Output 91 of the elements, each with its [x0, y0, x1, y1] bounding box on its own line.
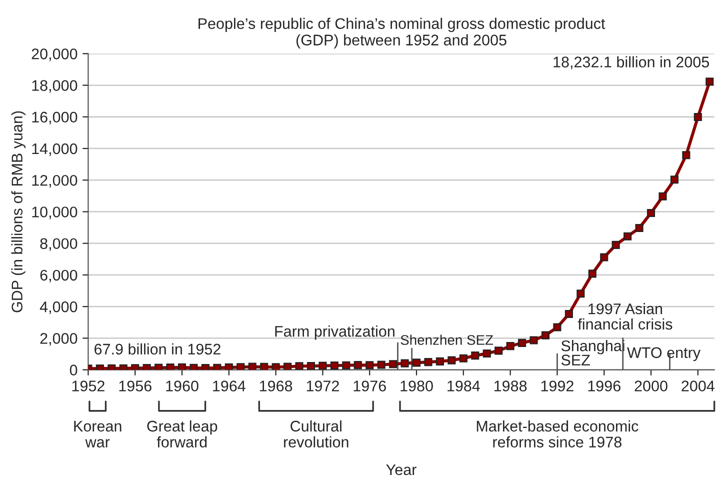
- point: [553, 323, 562, 332]
- point: [131, 364, 140, 370]
- text: Cultural revolution: [284, 420, 348, 448]
- point: [646, 208, 656, 218]
- ref-line-label: 1997 Asian financial crisis: [578, 303, 672, 330]
- text: Korean war: [74, 420, 122, 448]
- x-tick-label: 1968: [260, 380, 292, 392]
- y-tick-label: 4,000: [40, 301, 78, 314]
- point: [530, 336, 538, 344]
- x-tick-label: 2004: [682, 380, 714, 392]
- point: [354, 361, 362, 370]
- x-tick-label: 2000: [634, 380, 668, 392]
- point: [471, 352, 480, 360]
- point: [694, 113, 702, 122]
- point: [459, 354, 468, 362]
- point: [342, 361, 350, 370]
- y-tick-label: 6,000: [40, 270, 78, 282]
- annotation: 18,232.1 billion in 2005: [554, 56, 710, 70]
- point: [518, 338, 526, 347]
- text: Great leap forward: [147, 420, 218, 448]
- text: Market-based economic reforms since 1978: [476, 420, 638, 448]
- point: [154, 364, 163, 370]
- point: [624, 232, 632, 240]
- y-tick-label: 20,000: [32, 48, 78, 62]
- point: [436, 357, 444, 366]
- point: [541, 331, 550, 340]
- point: [284, 362, 292, 370]
- point: [224, 363, 233, 370]
- point: [330, 361, 338, 370]
- point: [201, 364, 210, 370]
- point: [670, 176, 678, 184]
- y-tick-label: 18,000: [32, 80, 78, 93]
- point: [166, 364, 174, 370]
- point: [190, 364, 198, 370]
- chart-title: People’s republic of China’s nominal gross domestic product (GDP) between 1952 and 2005: [198, 18, 606, 48]
- point: [600, 253, 608, 262]
- y-axis-title: GDP (in billions of RMB yuan): [11, 111, 26, 312]
- point: [108, 364, 116, 370]
- point: [588, 270, 596, 278]
- point: [506, 342, 514, 350]
- point: [576, 290, 585, 298]
- point: [412, 358, 421, 367]
- point: [482, 349, 491, 358]
- x-tick-label: 1964: [213, 380, 246, 392]
- y-tick-label: 14,000: [32, 143, 78, 156]
- annotation: 67.9 billion in 1952: [94, 343, 220, 355]
- x-tick-label: 1980: [400, 380, 433, 392]
- point: [96, 364, 104, 370]
- point: [635, 224, 644, 232]
- point: [377, 360, 386, 369]
- y-tick-label: 0: [70, 364, 78, 376]
- point: [295, 362, 304, 370]
- x-tick-label: 1988: [494, 380, 527, 392]
- point: [612, 240, 620, 249]
- x-tick-label: 1992: [541, 380, 574, 392]
- point: [236, 363, 245, 370]
- point: [306, 362, 316, 370]
- x-tick-label: 1996: [588, 380, 620, 392]
- point: [119, 364, 128, 370]
- x-tick-label: 1960: [166, 380, 198, 392]
- point: [658, 192, 667, 200]
- point: [424, 358, 432, 366]
- y-tick-label: 8,000: [40, 238, 78, 251]
- point: [682, 151, 690, 160]
- x-tick-label: 1952: [72, 380, 104, 392]
- point: [178, 363, 186, 370]
- point: [272, 363, 280, 370]
- x-tick-label: 1976: [354, 380, 386, 392]
- x-tick-label: 1956: [119, 380, 152, 392]
- point: [248, 362, 256, 370]
- point: [260, 362, 268, 370]
- point: [564, 310, 573, 318]
- y-tick-label: 16,000: [32, 112, 78, 124]
- ref-line-label: WTO entry: [627, 347, 701, 362]
- ref-line-label: Shenzhen SEZ: [400, 334, 494, 345]
- point: [389, 360, 398, 368]
- point: [400, 359, 409, 368]
- point: [494, 346, 503, 355]
- y-tick-label: 2,000: [40, 333, 78, 346]
- y-tick-label: 10,000: [32, 206, 78, 220]
- x-axis-title: Year: [386, 464, 416, 476]
- point: [706, 78, 714, 86]
- point: [366, 361, 374, 370]
- x-tick-label: 1984: [448, 380, 480, 392]
- point: [448, 356, 456, 364]
- x-tick-label: 1972: [306, 380, 339, 392]
- point: [142, 364, 151, 370]
- point: [318, 362, 327, 370]
- y-tick-label: 12,000: [32, 174, 78, 188]
- point: [213, 364, 222, 370]
- ref-line-label: Farm privatization: [275, 326, 394, 340]
